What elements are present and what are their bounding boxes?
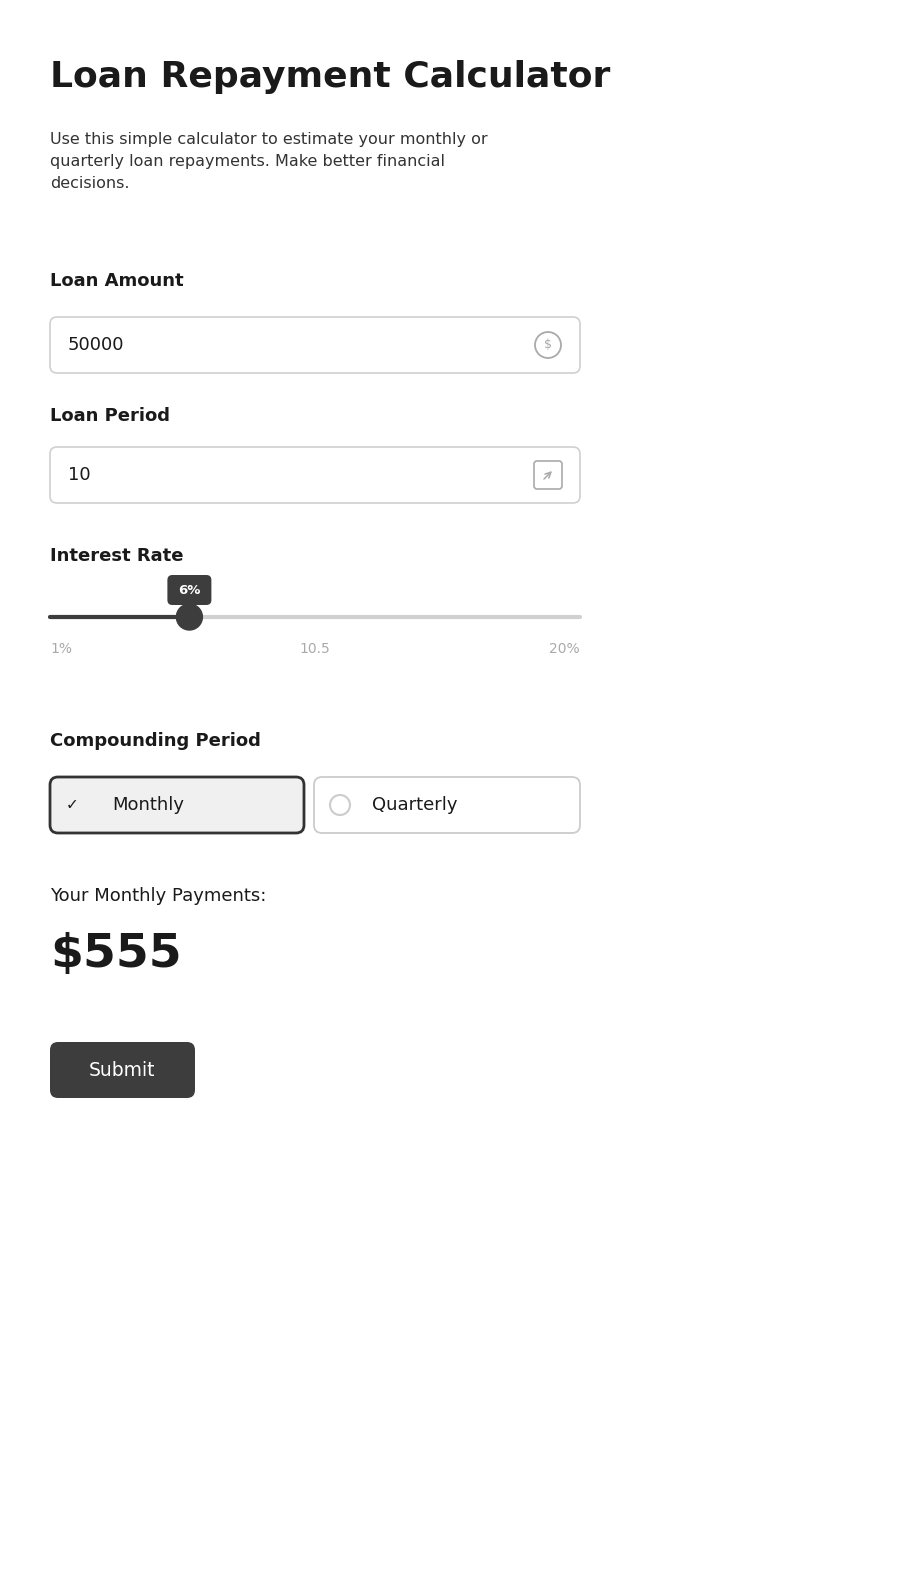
Text: Loan Period: Loan Period [50,406,170,425]
Text: Quarterly: Quarterly [372,797,457,814]
Text: ✓: ✓ [66,798,78,813]
Text: Monthly: Monthly [112,797,184,814]
FancyBboxPatch shape [50,778,304,833]
Text: Loan Amount: Loan Amount [50,271,184,290]
Text: 20%: 20% [549,643,580,655]
FancyBboxPatch shape [50,448,580,503]
Circle shape [176,605,202,630]
Text: Loan Repayment Calculator: Loan Repayment Calculator [50,60,610,94]
FancyBboxPatch shape [50,1043,195,1098]
FancyBboxPatch shape [167,574,212,605]
FancyBboxPatch shape [314,778,580,833]
Text: $555: $555 [50,932,182,978]
Text: Interest Rate: Interest Rate [50,548,184,565]
Text: $: $ [544,338,552,351]
Text: Use this simple calculator to estimate your monthly or
quarterly loan repayments: Use this simple calculator to estimate y… [50,132,488,192]
FancyBboxPatch shape [50,317,580,373]
Text: Your Monthly Payments:: Your Monthly Payments: [50,887,266,905]
Text: 10.5: 10.5 [300,643,330,655]
Text: 6%: 6% [178,584,201,597]
Text: 50000: 50000 [68,336,124,354]
FancyBboxPatch shape [534,460,562,489]
Text: Compounding Period: Compounding Period [50,732,261,751]
Text: 10: 10 [68,467,91,484]
Text: 1%: 1% [50,643,72,655]
Text: Submit: Submit [89,1060,156,1079]
